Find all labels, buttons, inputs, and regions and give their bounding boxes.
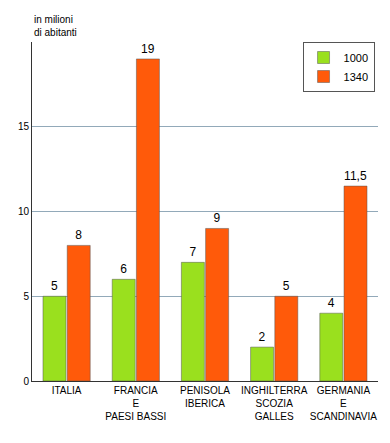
svg-text:1340: 1340 <box>344 71 368 83</box>
svg-text:ITALIA: ITALIA <box>52 385 82 396</box>
svg-text:7: 7 <box>189 245 196 259</box>
svg-text:GERMANIAESCANDINAVIA: GERMANIAESCANDINAVIA <box>310 385 377 422</box>
svg-text:11,5: 11,5 <box>344 169 367 183</box>
svg-text:5: 5 <box>283 279 290 293</box>
svg-text:4: 4 <box>328 296 335 310</box>
svg-text:INGHILTERRASCOZIAGALLES: INGHILTERRASCOZIAGALLES <box>241 385 308 422</box>
svg-text:PENISOLAIBERICA: PENISOLAIBERICA <box>180 385 230 409</box>
svg-text:9: 9 <box>214 211 221 225</box>
svg-text:2: 2 <box>259 330 266 344</box>
svg-text:5: 5 <box>51 279 58 293</box>
svg-text:8: 8 <box>75 228 82 242</box>
svg-text:15: 15 <box>18 121 30 132</box>
svg-text:1000: 1000 <box>344 52 368 64</box>
svg-text:5: 5 <box>23 291 29 302</box>
svg-text:in milionidi abitanti: in milionidi abitanti <box>34 14 77 38</box>
svg-text:6: 6 <box>120 262 127 276</box>
svg-text:FRANCIAEPAESI BASSI: FRANCIAEPAESI BASSI <box>105 385 166 422</box>
svg-text:10: 10 <box>18 206 30 217</box>
svg-text:0: 0 <box>23 376 29 387</box>
svg-text:19: 19 <box>141 42 155 56</box>
